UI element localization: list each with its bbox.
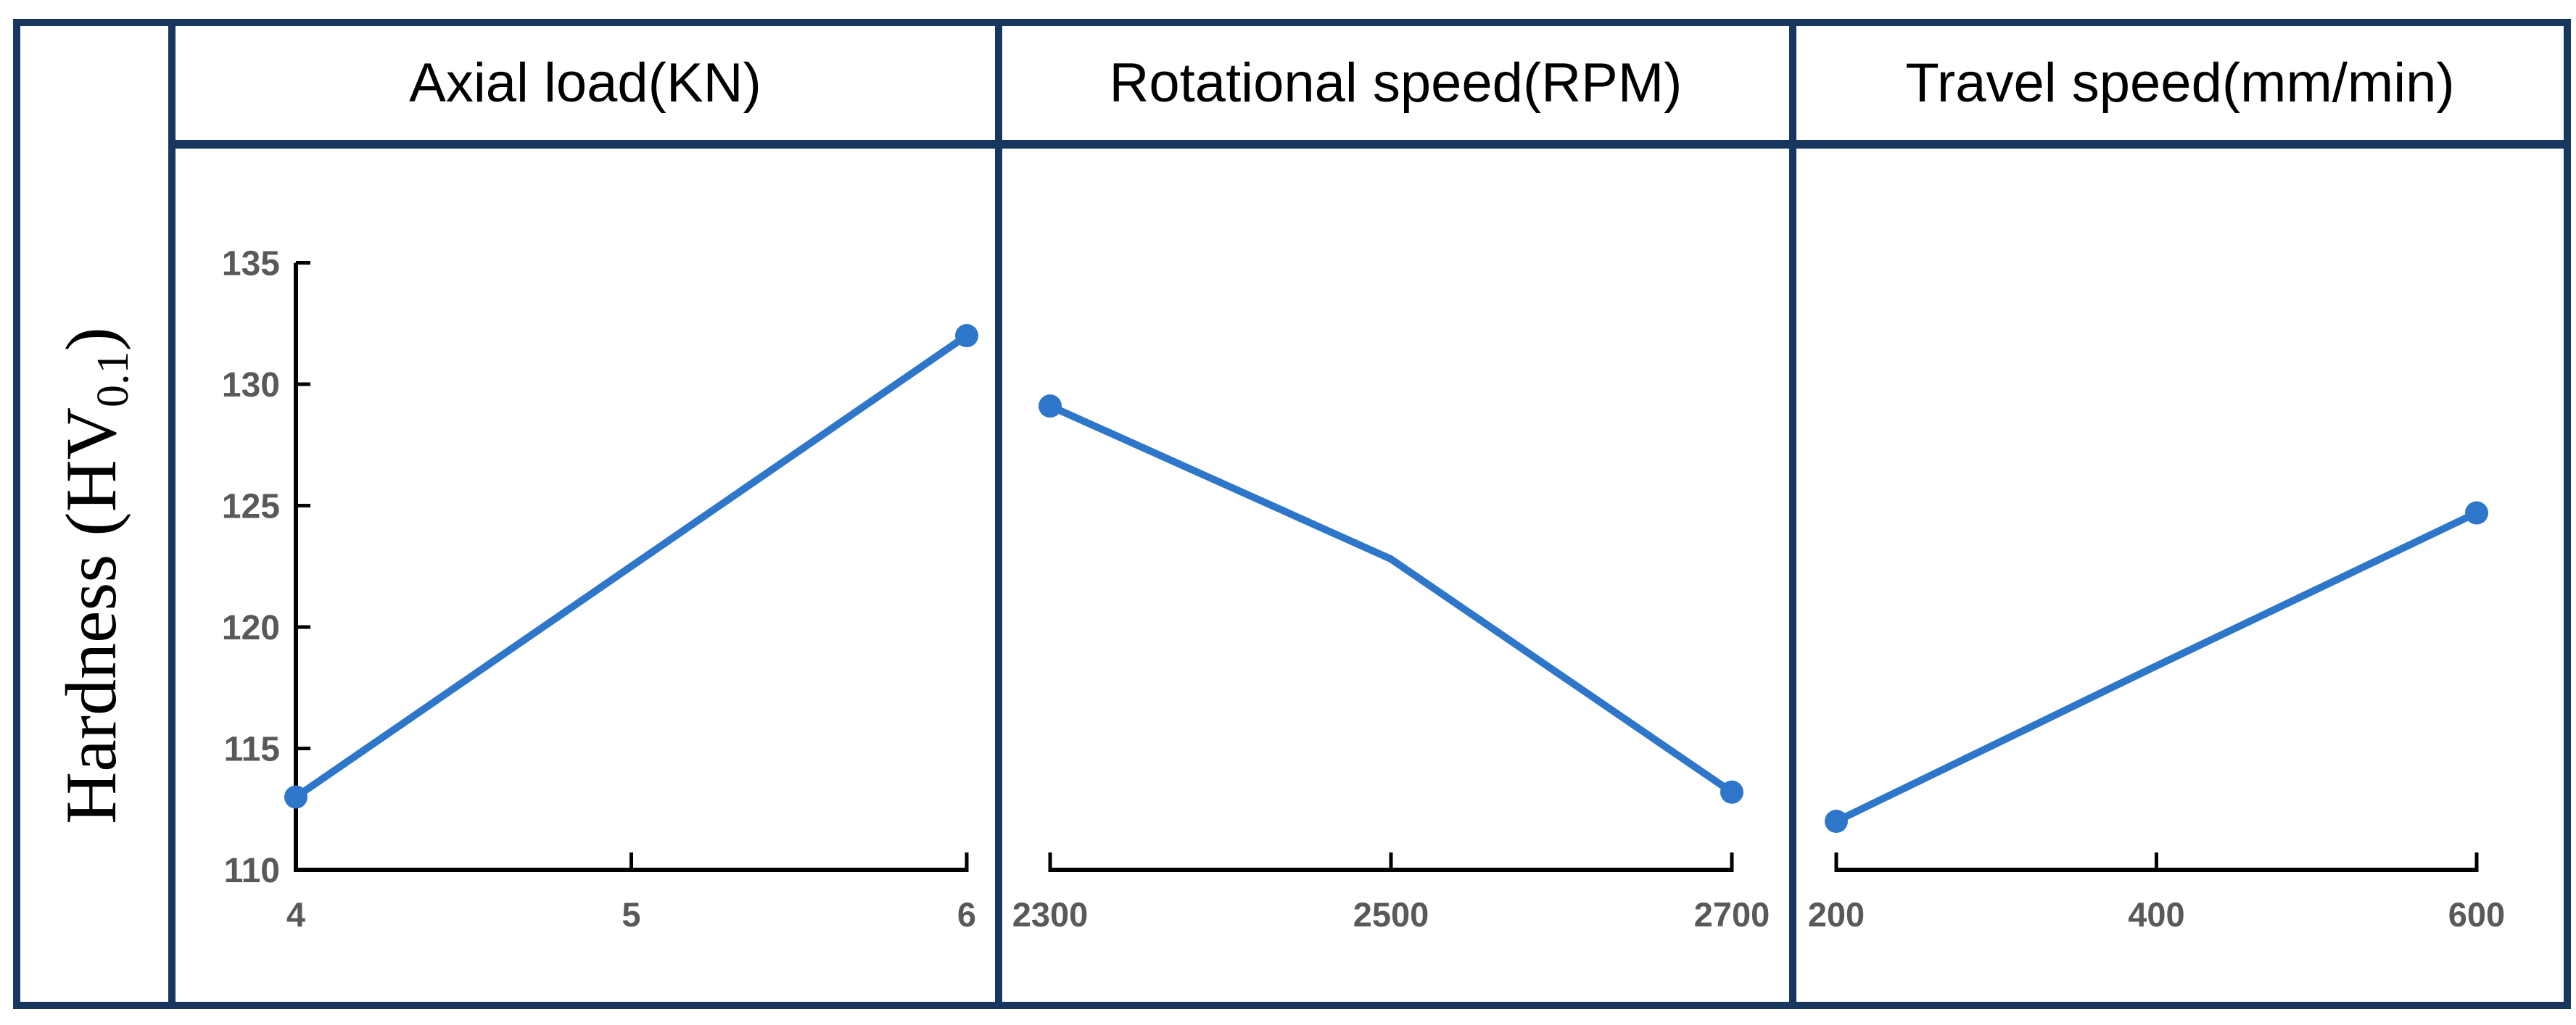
divider-panel-2-3: [1789, 26, 1796, 1002]
series-line: [1833, 509, 2480, 825]
panel-1-plot: 110 115 120 125 130 135 4 5 6: [222, 245, 978, 934]
series-line: [292, 332, 970, 801]
frame-border-top: [13, 19, 2571, 26]
panel-2-plot: 2300 2500 2700: [1012, 394, 1770, 934]
y-axis-title: Hardness (HV0.1): [50, 326, 139, 824]
data-point-marker: [1825, 810, 1848, 833]
y-tick-label: 120: [222, 609, 280, 647]
panel-header-axial-load: Axial load(KN): [176, 26, 995, 140]
x-tick-label: 200: [1808, 895, 1865, 934]
x-tick-label: 4: [286, 895, 305, 934]
panel-title: Axial load(KN): [409, 52, 761, 114]
x-tick-label: 2300: [1012, 895, 1089, 934]
panel-title: Travel speed(mm/min): [1905, 52, 2455, 114]
x-tick-label: 600: [2448, 895, 2505, 934]
panel-header-travel-speed: Travel speed(mm/min): [1796, 26, 2564, 140]
y-tick-label: 125: [222, 488, 280, 526]
x-tick-label: 6: [957, 895, 976, 934]
chart-panel-rotational-speed: 2300 2500 2700: [1002, 149, 1789, 1002]
x-tick-label: 2500: [1353, 895, 1429, 934]
data-point-marker: [2465, 501, 2488, 525]
panel-3-plot: 200 400 600: [1808, 501, 2505, 934]
y-tick-label: 130: [222, 366, 280, 404]
frame-border-right: [2564, 19, 2571, 1009]
x-tick-label: 5: [622, 895, 640, 934]
frame-border-bottom: [13, 1002, 2571, 1009]
divider-ylabel-column: [168, 26, 176, 1002]
series-line: [1046, 402, 1735, 796]
y-tick-label: 110: [224, 852, 280, 890]
x-tick-label: 400: [2128, 895, 2184, 934]
header-separator: [176, 140, 2564, 149]
x-tick-label: 2700: [1694, 895, 1770, 934]
panel-header-rotational-speed: Rotational speed(RPM): [1002, 26, 1789, 140]
data-point-marker: [955, 324, 978, 347]
data-point-marker: [1039, 394, 1062, 418]
y-axis-title-cell: Hardness (HV0.1): [20, 149, 168, 1002]
frame-border-left: [13, 19, 20, 1009]
divider-panel-1-2: [995, 26, 1002, 1002]
panel-title: Rotational speed(RPM): [1109, 52, 1683, 114]
data-point-marker: [284, 785, 307, 809]
y-tick-label: 115: [224, 731, 280, 769]
data-point-marker: [1720, 780, 1743, 804]
chart-panel-axial-load: 110 115 120 125 130 135 4 5 6: [176, 149, 995, 1002]
chart-panel-travel-speed: 200 400 600: [1796, 149, 2564, 1002]
y-axis-title-subscript: 0.1: [88, 350, 139, 407]
y-tick-label: 135: [222, 245, 280, 283]
